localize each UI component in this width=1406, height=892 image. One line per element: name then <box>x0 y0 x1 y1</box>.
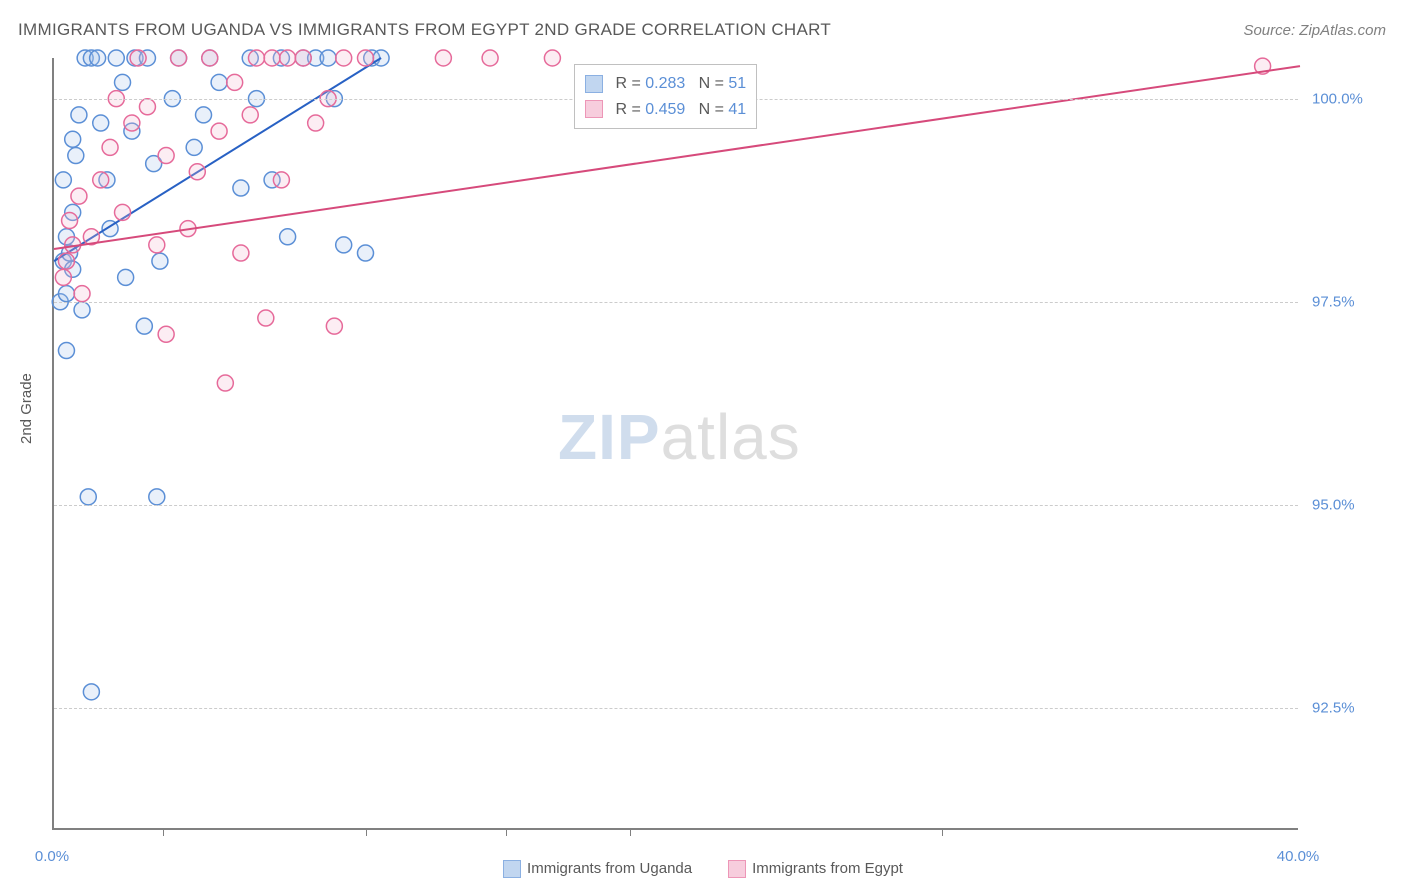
scatter-point <box>435 50 451 66</box>
stat-r-value: 0.283 <box>645 75 685 92</box>
scatter-point <box>295 50 311 66</box>
scatter-point <box>280 229 296 245</box>
stats-row: R = 0.283 N = 51 <box>585 71 746 97</box>
legend-bottom: Immigrants from Uganda Immigrants from Eg… <box>0 860 1406 878</box>
x-minor-tick <box>506 828 507 836</box>
y-axis-label: 2nd Grade <box>18 373 35 444</box>
scatter-point <box>108 50 124 66</box>
y-tick-label: 100.0% <box>1312 90 1363 107</box>
scatter-point <box>233 245 249 261</box>
stat-label: N = <box>685 75 728 92</box>
y-tick-label: 92.5% <box>1312 700 1355 717</box>
scatter-point <box>90 50 106 66</box>
legend-swatch <box>503 860 521 878</box>
scatter-point <box>149 489 165 505</box>
x-minor-tick <box>163 828 164 836</box>
scatter-point <box>280 50 296 66</box>
scatter-point <box>358 245 374 261</box>
scatter-point <box>189 164 205 180</box>
scatter-point <box>336 237 352 253</box>
stat-label: R = <box>611 75 645 92</box>
x-tick-label: 40.0% <box>1277 848 1320 865</box>
correlation-stats-box: R = 0.283 N = 51 R = 0.459 N = 41 <box>574 64 757 129</box>
scatter-point <box>74 302 90 318</box>
scatter-point <box>482 50 498 66</box>
y-tick-label: 97.5% <box>1312 293 1355 310</box>
scatter-point <box>74 286 90 302</box>
scatter-point <box>544 50 560 66</box>
scatter-point <box>93 115 109 131</box>
plot-svg <box>54 58 1298 828</box>
scatter-point <box>211 123 227 139</box>
scatter-point <box>248 50 264 66</box>
scatter-point <box>217 375 233 391</box>
scatter-point <box>118 269 134 285</box>
source-attribution: Source: ZipAtlas.com <box>1243 22 1386 39</box>
scatter-point <box>326 318 342 334</box>
y-tick-label: 95.0% <box>1312 496 1355 513</box>
gridline-horizontal <box>54 708 1298 709</box>
scatter-point <box>68 148 84 164</box>
legend-label: Immigrants from Uganda <box>527 860 692 877</box>
scatter-point <box>242 107 258 123</box>
scatter-point <box>124 115 140 131</box>
stats-row: R = 0.459 N = 41 <box>585 97 746 123</box>
scatter-point <box>358 50 374 66</box>
plot-area: ZIPatlas <box>52 58 1298 830</box>
stat-n-value: 41 <box>728 101 746 118</box>
gridline-horizontal <box>54 302 1298 303</box>
scatter-point <box>115 204 131 220</box>
scatter-point <box>186 139 202 155</box>
stat-label: R = <box>611 101 645 118</box>
x-minor-tick <box>366 828 367 836</box>
stat-r-value: 0.459 <box>645 101 685 118</box>
legend-swatch <box>585 75 603 93</box>
scatter-point <box>258 310 274 326</box>
scatter-point <box>336 50 352 66</box>
scatter-point <box>264 50 280 66</box>
scatter-point <box>211 74 227 90</box>
gridline-horizontal <box>54 505 1298 506</box>
scatter-point <box>227 74 243 90</box>
scatter-point <box>83 684 99 700</box>
x-minor-tick <box>630 828 631 836</box>
scatter-point <box>115 74 131 90</box>
scatter-point <box>93 172 109 188</box>
scatter-point <box>58 286 74 302</box>
scatter-point <box>102 139 118 155</box>
scatter-point <box>58 343 74 359</box>
scatter-point <box>196 107 212 123</box>
legend-swatch <box>728 860 746 878</box>
scatter-point <box>62 213 78 229</box>
scatter-point <box>320 50 336 66</box>
scatter-point <box>136 318 152 334</box>
chart-title: IMMIGRANTS FROM UGANDA VS IMMIGRANTS FRO… <box>18 20 831 40</box>
scatter-point <box>158 148 174 164</box>
scatter-point <box>273 172 289 188</box>
scatter-point <box>171 50 187 66</box>
x-minor-tick <box>942 828 943 836</box>
stat-n-value: 51 <box>728 75 746 92</box>
scatter-point <box>152 253 168 269</box>
scatter-point <box>149 237 165 253</box>
scatter-point <box>65 131 81 147</box>
scatter-point <box>55 269 71 285</box>
legend-item: Immigrants from Egypt <box>728 860 903 878</box>
scatter-point <box>71 188 87 204</box>
stat-label: N = <box>685 101 728 118</box>
scatter-point <box>71 107 87 123</box>
scatter-point <box>80 489 96 505</box>
x-tick-label: 0.0% <box>35 848 69 865</box>
scatter-point <box>202 50 218 66</box>
scatter-point <box>233 180 249 196</box>
scatter-point <box>55 172 71 188</box>
legend-swatch <box>585 100 603 118</box>
scatter-point <box>58 253 74 269</box>
scatter-point <box>308 115 324 131</box>
legend-label: Immigrants from Egypt <box>752 860 903 877</box>
scatter-point <box>130 50 146 66</box>
legend-item: Immigrants from Uganda <box>503 860 692 878</box>
scatter-point <box>139 99 155 115</box>
scatter-point <box>158 326 174 342</box>
